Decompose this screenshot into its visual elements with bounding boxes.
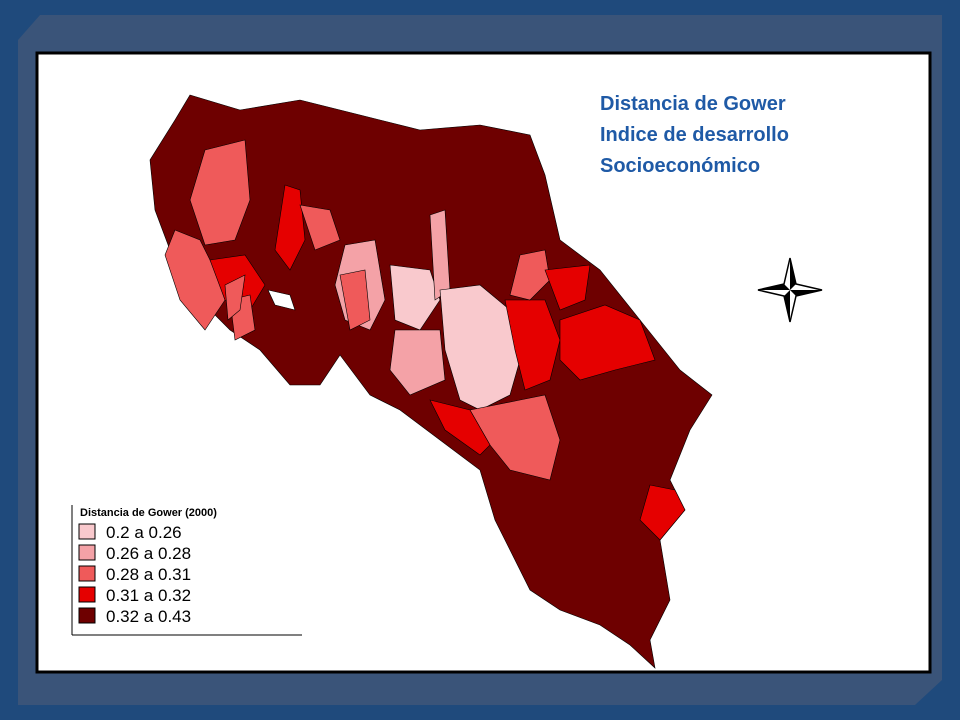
legend-label: 0.31 a 0.32 [106,586,191,605]
legend-label: 0.28 a 0.31 [106,565,191,584]
region [439,284,521,411]
region [339,269,371,331]
region [299,204,341,251]
region [274,184,306,271]
island [267,289,296,311]
region [544,264,591,311]
title-line: Socioeconómico [600,155,760,177]
legend-title: Distancia de Gower (2000) [80,507,217,519]
region [429,399,491,456]
legend-box [72,505,302,635]
title-line: Indice de desarrollo [600,124,789,146]
title-line: Distancia de Gower [600,93,786,115]
legend: Distancia de Gower (2000) 0.2 a 0.26 0.26… [71,505,302,636]
region [389,264,441,331]
region [164,229,226,331]
legend-label: 0.32 a 0.43 [106,607,191,626]
region [389,329,446,396]
title-block: Distancia de Gower Indice de desarrollo … [600,93,789,177]
legend-swatch [78,523,96,540]
compass [757,257,823,323]
legend-swatch [78,607,96,624]
legend-label: 0.26 a 0.28 [106,544,191,563]
region [469,394,561,481]
region [559,304,656,381]
map [149,94,713,669]
legend-swatch [78,586,96,603]
legend-swatch [78,544,96,561]
region [189,139,251,246]
region [509,249,551,301]
region [504,299,561,391]
legend-label: 0.2 a 0.26 [106,523,182,542]
region [639,484,686,541]
region [224,274,246,321]
legend-swatch [78,565,96,582]
